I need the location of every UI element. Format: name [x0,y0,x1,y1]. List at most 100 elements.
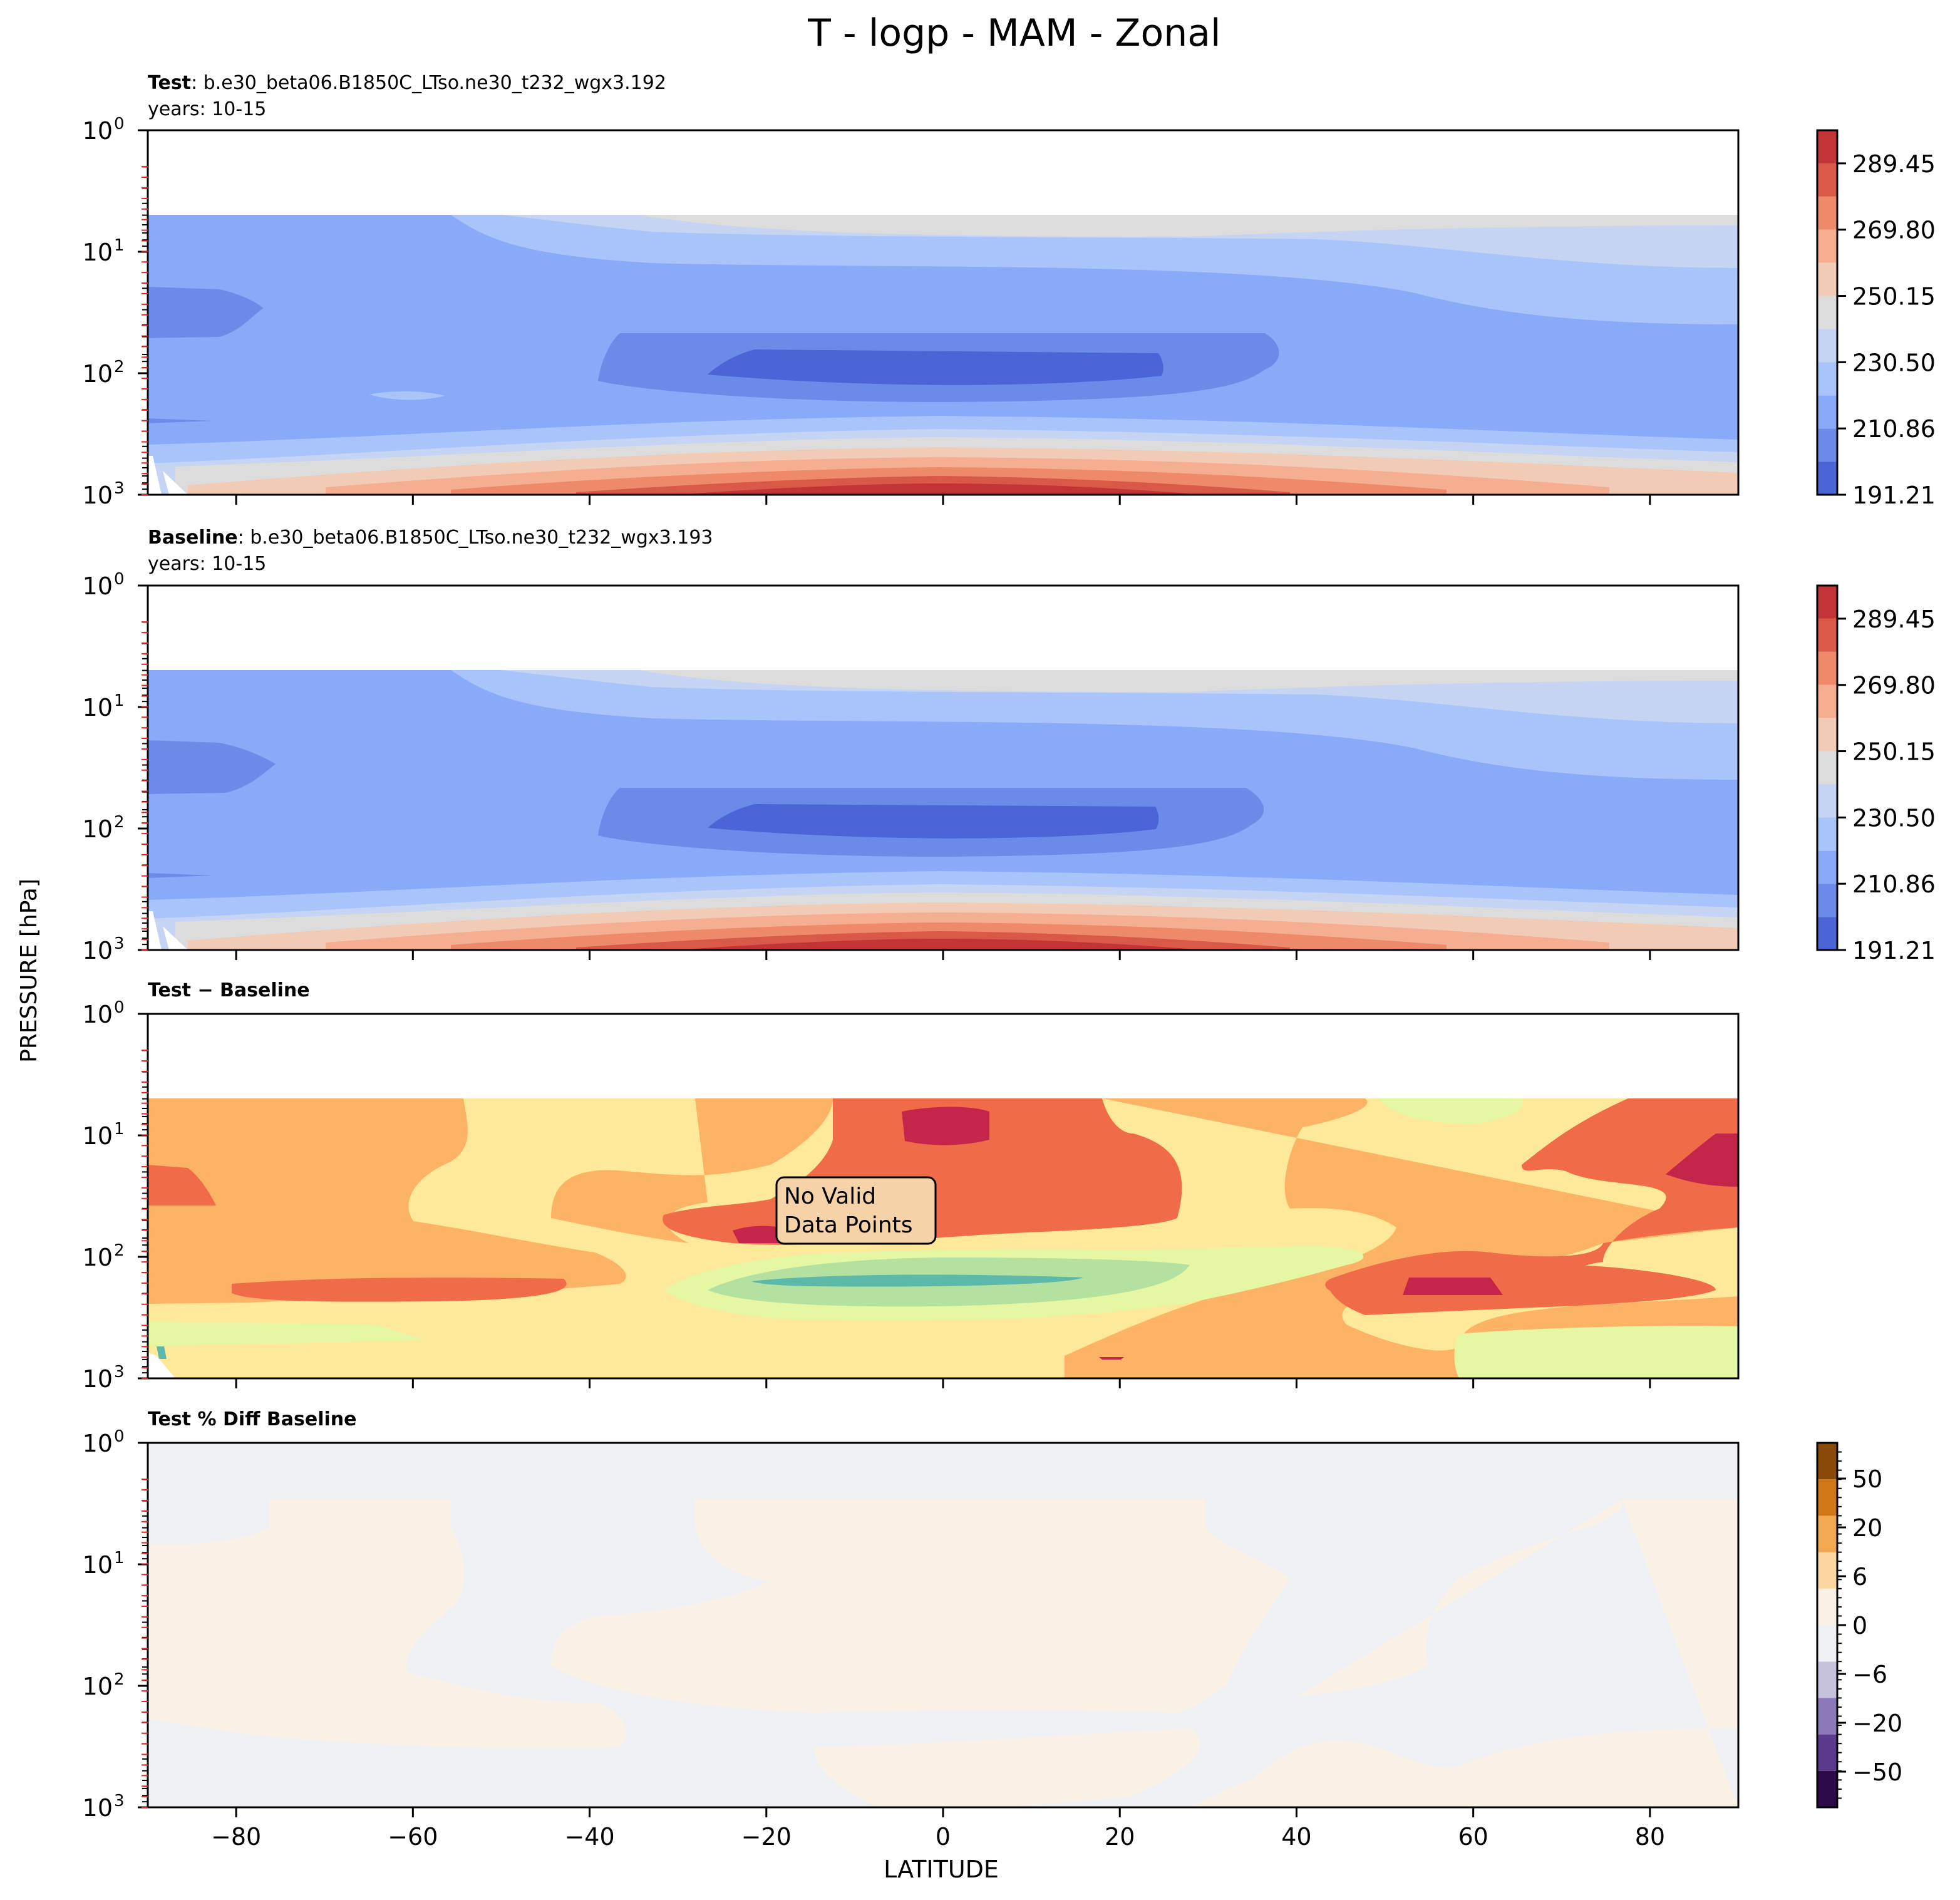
pctdiff-colorbar-swatch [1817,1479,1837,1516]
test-field-surface-mask [148,456,188,495]
baseline-field-polar-cold [148,740,276,794]
baseline-ytick-label: 10 [83,572,113,600]
xtick-label: −20 [741,1823,792,1851]
diff-contour-field [148,1014,1738,1378]
test-colorbar-swatch [1817,130,1837,163]
diff-field-orange-west [148,1098,626,1304]
test-colorbar-tick-label: 269.80 [1852,217,1936,244]
xtick-label: −40 [564,1823,614,1851]
diff-ytick-exponent: 1 [114,1120,125,1138]
pctdiff-ytick-label: 10 [83,1794,113,1822]
axes-decorations: 10 010 110 210 310 010 110 210 310 010 110 210 310 01… [83,115,1936,1851]
diff-field-max-equatorial [902,1107,989,1145]
pctdiff-colorbar-tick-label: 6 [1852,1563,1867,1591]
test-colorbar-frame [1816,129,1839,496]
y-axis-label: PRESSURE [hPa] [16,879,42,1063]
test-ytick-label: 10 [83,117,113,145]
diff-ytick-label: 10 [83,1365,113,1393]
test-colorbar-swatch [1817,296,1837,329]
pctdiff-colorbar-swatch [1817,1443,1837,1480]
test-contour-field [148,130,1738,495]
test-colorbar-swatch [1817,262,1837,296]
diff-field-yellow-green-south [148,1321,1738,1378]
pctdiff-contour-field [148,1443,1738,1807]
baseline-colorbar-swatch [1817,586,1837,619]
test-field-top-blank [148,130,1738,215]
baseline-field-lower-cold-line [148,873,213,878]
annotation-box [775,1176,937,1245]
pctdiff-colorbar-swatch [1817,1552,1837,1589]
test-field-pale-patch [369,391,445,400]
test-colorbar-tick-label: 289.45 [1852,150,1936,178]
diff-ytick-exponent: 0 [114,998,125,1017]
baseline-ytick-exponent: 3 [114,934,125,953]
diff-ytick-label: 10 [83,1001,113,1028]
diff-field-surface-mask [148,1353,175,1378]
pctdiff-ytick-exponent: 1 [114,1549,125,1567]
test-panel-title: Test: b.e30_beta06.B1850C_LTso.ne30_t232… [148,72,666,94]
test-field-upper-pale [148,215,1738,324]
pctdiff-colorbar-tick-label: −6 [1852,1661,1887,1688]
diff-field-max-south-mid [733,1226,789,1243]
baseline-colorbar-swatch [1817,751,1837,785]
pctdiff-ytick-exponent: 0 [114,1427,125,1446]
diff-field-surface-teal [157,1346,167,1359]
test-colorbar-swatch [1817,229,1837,263]
test-colorbar-swatch [1817,196,1837,230]
baseline-colorbar-swatch [1817,917,1837,950]
baseline-colorbar-swatch [1817,618,1837,652]
baseline-colorbar-tick-label: 191.21 [1852,937,1936,964]
diff-field-orange-east [1065,1098,1738,1378]
test-colorbar-swatch [1817,462,1837,495]
test-colorbar-tick-label: 230.50 [1852,349,1936,376]
diff-panel-title: Test − Baseline [148,979,310,1001]
pctdiff-colorbar-tick-label: −20 [1852,1710,1902,1737]
test-colorbar-swatch [1817,395,1837,429]
pctdiff-field-warm-east [1190,1499,1738,1807]
baseline-ytick-exponent: 0 [114,570,125,589]
test-field-lower-cold-line [148,418,213,423]
diff-field-red-south-lower [232,1278,567,1302]
test-title-bold: Test [148,72,191,94]
test-field-polar-cold [148,287,263,338]
annotation-line-1: No Valid [784,1184,876,1209]
test-colorbar-swatch [1817,163,1837,197]
diff-ytick-label: 10 [83,1122,113,1150]
pctdiff-colorbar-swatch [1817,1770,1837,1807]
baseline-title-case: : b.e30_beta06.B1850C_LTso.ne30_t232_wgx… [238,527,713,549]
baseline-colorbar-swatch [1817,718,1837,751]
annotation-line-2: Data Points [784,1212,913,1238]
pctdiff-colorbar-tick-label: 20 [1852,1514,1882,1542]
test-title-case: : b.e30_beta06.B1850C_LTso.ne30_t232_wgx… [191,72,666,94]
baseline-colorbar-tick-label: 250.15 [1852,738,1936,766]
diff-field-red-dot [1099,1357,1124,1360]
baseline-colorbar-swatch [1817,817,1837,851]
baseline-field-surface-mask [148,911,188,950]
baseline-colorbar-swatch [1817,784,1837,818]
baseline-field-upper-pale [148,670,1738,780]
baseline-field-tropopause-coldest [708,804,1159,839]
pctdiff-ytick-label: 10 [83,1551,113,1579]
pctdiff-ytick-label: 10 [83,1673,113,1700]
test-ytick-exponent: 2 [114,358,125,376]
xtick-label: −60 [388,1823,438,1851]
pctdiff-colorbar-swatch [1817,1588,1837,1625]
pctdiff-colorbar-tick-label: 50 [1852,1465,1882,1493]
test-ytick-label: 10 [83,482,113,509]
test-colorbar-tick-label: 191.21 [1852,482,1936,509]
baseline-colorbar-swatch [1817,651,1837,685]
test-colorbar-swatch [1817,329,1837,363]
pctdiff-colorbar-swatch [1817,1625,1837,1662]
pctdiff-ytick-exponent: 2 [114,1670,125,1689]
pctdiff-colorbar-swatch [1817,1515,1837,1552]
baseline-colorbar-swatch [1817,850,1837,884]
test-ytick-exponent: 0 [114,115,125,133]
test-field-warm-5 [676,483,1202,495]
baseline-panel-years: years: 10-15 [148,553,266,575]
test-ytick-label: 10 [83,360,113,388]
baseline-colorbar-swatch [1817,884,1837,917]
pctdiff-colorbar-swatch [1817,1661,1837,1698]
baseline-contour-field [148,586,1738,950]
xtick-label: 80 [1635,1823,1665,1851]
